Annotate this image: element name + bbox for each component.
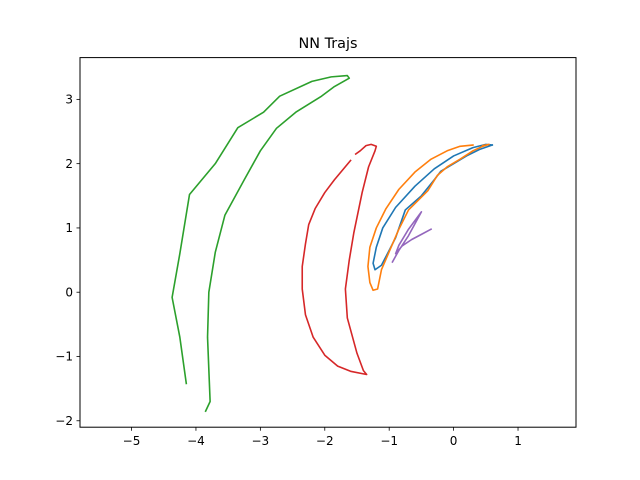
series-line-5 [391,211,433,264]
x-tick-label: −3 [252,434,270,448]
series-line-2 [367,143,490,292]
y-tick-label: −1 [55,350,73,364]
series-line-3 [171,74,351,413]
series-group [171,74,494,413]
x-axis: −5 −4 −3 −2 −1 0 1 [123,427,522,448]
y-tick-label: 3 [65,93,73,107]
chart-title: NN Trajs [298,36,357,52]
y-tick-label: 0 [65,285,73,299]
y-tick-label: 2 [65,157,73,171]
x-tick-label: −5 [123,434,141,448]
x-tick-label: −1 [380,434,398,448]
y-tick-label: 1 [65,221,73,235]
x-tick-label: −2 [316,434,334,448]
plot-area [80,57,576,428]
y-tick-label: −2 [55,414,73,428]
plot-frame [79,57,577,428]
x-tick-label: 0 [450,434,458,448]
x-tick-label: −4 [187,434,205,448]
series-line-4 [301,143,378,376]
y-axis: −2 −1 0 1 2 3 [55,93,80,428]
x-tick-label: 1 [514,434,522,448]
